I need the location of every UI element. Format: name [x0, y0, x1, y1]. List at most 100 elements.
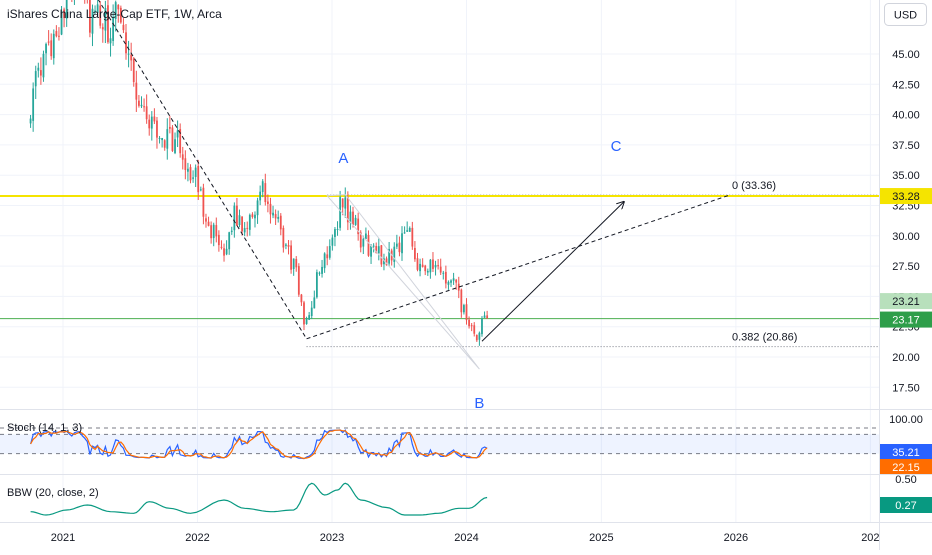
candle-body: [429, 259, 432, 273]
candle-body: [181, 154, 184, 160]
candle-body: [285, 244, 287, 246]
current-price-badge-text: 23.17: [892, 315, 920, 327]
yellow-level-badge-bg: [880, 188, 932, 205]
candle-body: [401, 233, 403, 254]
candle-body: [91, 8, 94, 34]
candle-body: [475, 334, 478, 341]
candle: [246, 221, 249, 237]
candle-body: [452, 278, 455, 281]
currency-button[interactable]: USD: [884, 3, 927, 26]
bbw-line: [30, 482, 488, 516]
candle-body: [432, 259, 434, 269]
bbw-badge: 0.27: [880, 497, 932, 513]
candle: [398, 236, 401, 257]
candle: [434, 260, 437, 276]
stochastic-pane: 100.00 0.50 35.21 22.15: [0, 414, 932, 486]
time-tick-label: 2025: [589, 532, 613, 544]
candle: [47, 30, 50, 46]
candle-body: [315, 272, 318, 298]
candle: [468, 316, 470, 329]
candle: [143, 98, 145, 112]
current-price-badge-bg: [880, 311, 932, 328]
candle-body: [375, 246, 378, 253]
candle: [328, 239, 331, 260]
candle: [370, 244, 372, 264]
candle-body: [29, 118, 32, 124]
bbw-badge-bg: [880, 497, 932, 513]
candle-body: [308, 315, 311, 320]
candle-body: [439, 266, 442, 273]
candle-body: [421, 264, 424, 267]
candle: [37, 62, 40, 78]
candle-body: [138, 100, 140, 106]
candle-body: [261, 181, 264, 193]
candle: [241, 216, 243, 236]
price-tick-label: 40.00: [892, 110, 920, 122]
candle-body: [437, 265, 440, 267]
candle-body: [274, 214, 277, 219]
candle: [58, 27, 60, 41]
candle: [290, 240, 292, 274]
candle-body: [94, 10, 96, 12]
yellow-level-badge: 33.28: [880, 188, 932, 205]
candle: [321, 259, 323, 278]
candle-body: [210, 225, 213, 239]
candle: [362, 235, 365, 255]
candle: [460, 288, 463, 318]
candle-body: [362, 238, 365, 247]
candle-body: [184, 158, 187, 170]
candle: [174, 132, 176, 155]
candle: [114, 0, 117, 32]
time-tick-label: 202: [861, 532, 879, 544]
candle: [393, 242, 396, 268]
candle: [107, 0, 109, 44]
candle: [189, 164, 192, 184]
candle-body: [282, 227, 285, 248]
candle-body: [223, 248, 225, 256]
candle: [256, 197, 259, 224]
candle: [403, 226, 406, 234]
candle-body: [344, 197, 347, 209]
candle-body: [143, 106, 145, 108]
candle: [225, 240, 228, 256]
candle-body: [47, 41, 50, 43]
candle: [323, 252, 326, 273]
candle: [432, 252, 434, 272]
candle: [279, 213, 282, 236]
candle-body: [156, 120, 158, 138]
candle-body: [398, 242, 401, 253]
candle-body: [346, 197, 349, 223]
candle-body: [403, 232, 406, 234]
price-tick-label: 17.50: [892, 382, 920, 394]
time-tick-label: 2024: [454, 532, 478, 544]
candle: [42, 50, 45, 82]
candle: [156, 116, 158, 149]
candle-body: [380, 245, 383, 265]
candle: [429, 258, 432, 279]
candle: [334, 227, 336, 247]
candle: [184, 150, 187, 180]
candle-body: [168, 126, 171, 129]
candle: [194, 164, 197, 188]
candle-body: [465, 304, 468, 321]
candle: [372, 243, 375, 253]
candle-body: [339, 197, 342, 228]
candle-body: [220, 246, 223, 248]
price-tick-label: 45.00: [892, 49, 920, 61]
candle-body: [328, 246, 331, 258]
candle: [127, 40, 130, 68]
current-price-badge: 23.17: [880, 311, 932, 328]
candle: [63, 7, 66, 28]
candle: [101, 23, 104, 43]
candle: [132, 57, 135, 87]
price-tick-label: 37.50: [892, 140, 920, 152]
candle-body: [354, 217, 357, 225]
candle-body: [215, 225, 218, 237]
candle-body: [254, 214, 256, 219]
candle: [442, 270, 445, 280]
candle: [401, 226, 403, 261]
annotations: A B C: [97, 0, 730, 412]
candle-body: [132, 58, 135, 83]
candle: [266, 194, 269, 213]
